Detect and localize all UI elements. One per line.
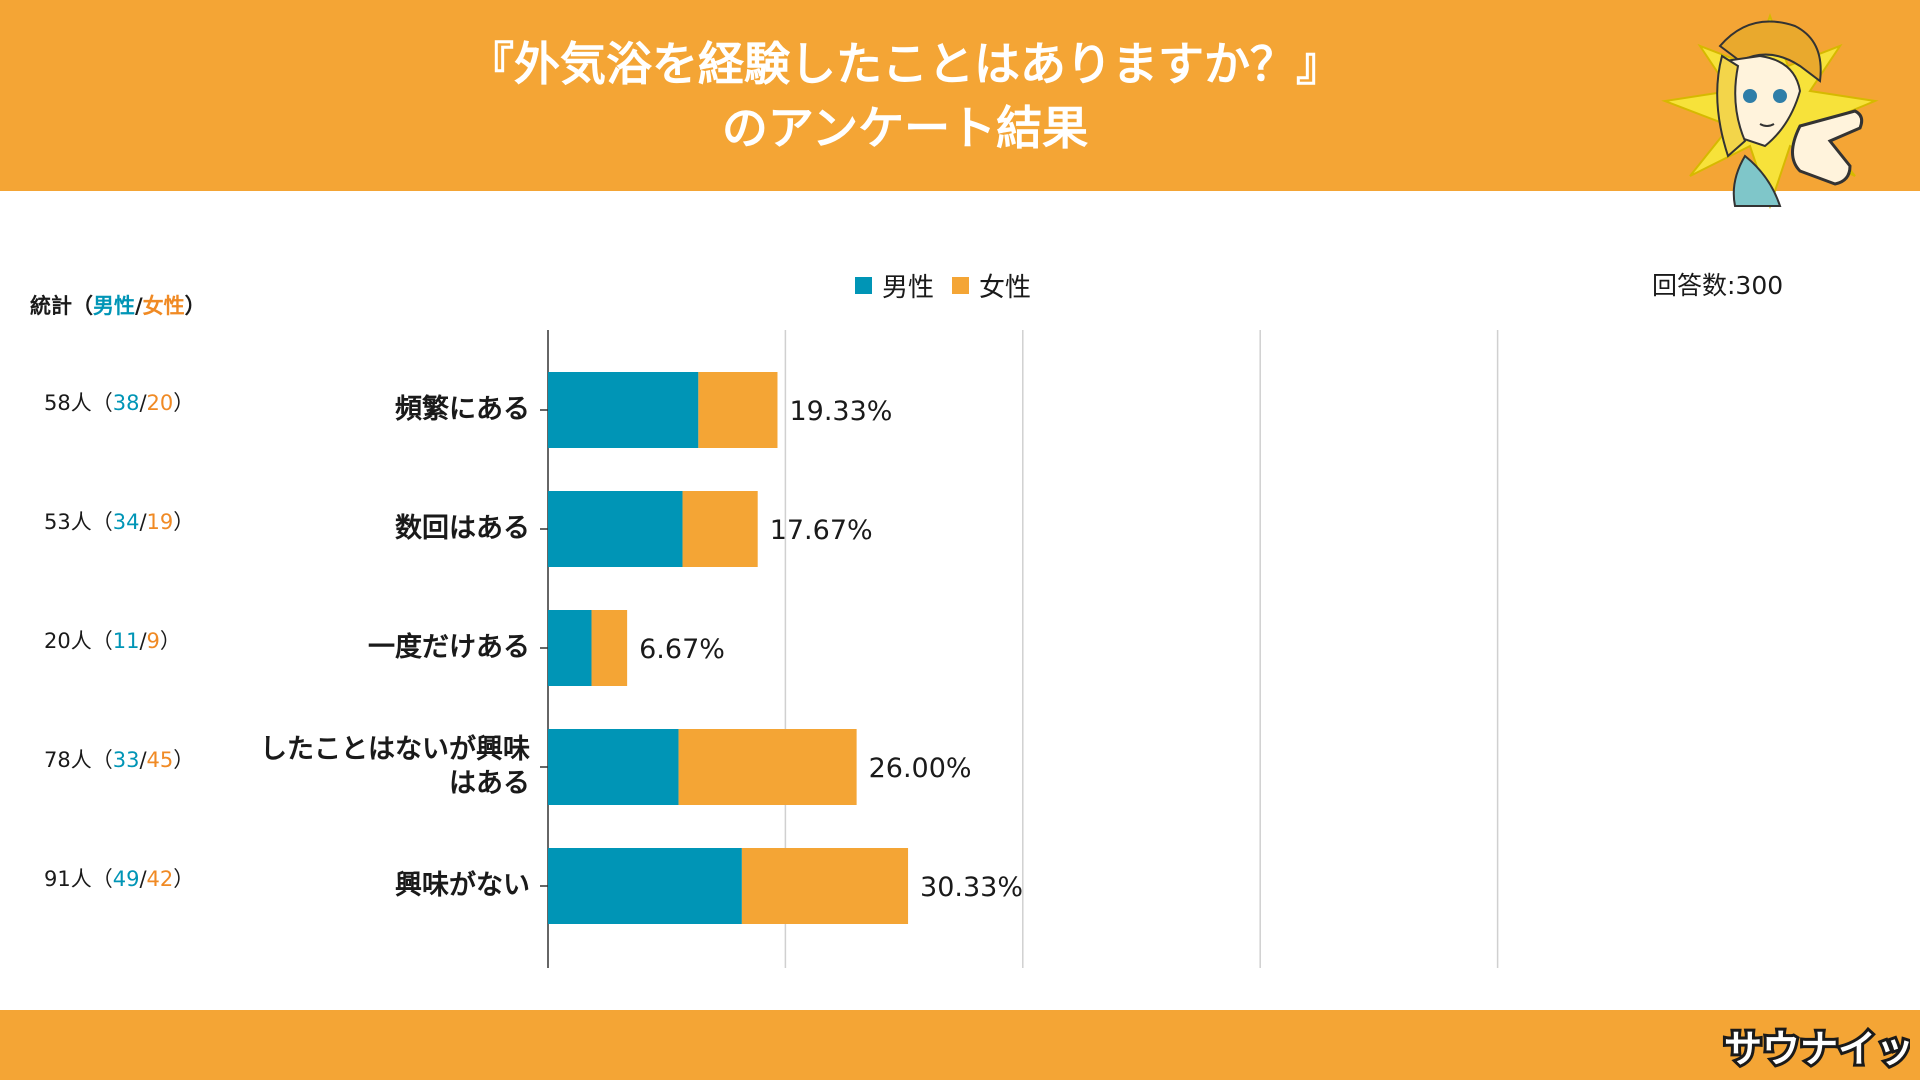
response-count: 回答数:300 <box>1652 271 1784 300</box>
stat-total: 91人 <box>44 867 92 891</box>
stat-total: 53人 <box>44 510 92 534</box>
stacked-bar-chart: 19.33% 17.67% 6.67% 26.00% 30.33% <box>540 330 1499 968</box>
footer-bar <box>0 1010 1920 1080</box>
bar-female <box>678 729 857 805</box>
bar-female <box>698 372 778 448</box>
stat-paren: （ <box>91 510 113 534</box>
legend-swatch-male <box>855 276 872 294</box>
stat-male: 33 <box>112 748 140 772</box>
stat-paren: ） <box>173 510 195 534</box>
stat-total: 20人 <box>44 629 92 653</box>
legend-swatch-female <box>952 276 970 294</box>
stat-paren: ） <box>173 748 195 772</box>
bar-female <box>682 491 758 567</box>
stat-paren: ） <box>173 391 195 415</box>
stats-header-sep: / <box>135 294 143 318</box>
bar-male <box>548 610 592 686</box>
stat-paren: ） <box>173 867 195 891</box>
title-line-1: 『外気浴を経験したことはありますか？』 <box>468 37 1342 91</box>
stat-male: 34 <box>112 510 140 534</box>
bar-male <box>548 491 683 567</box>
stat-sep: / <box>139 867 147 891</box>
stat-paren: ） <box>159 629 181 653</box>
bar-female <box>741 848 909 924</box>
stat-paren: （ <box>91 748 113 772</box>
stat-row: 91人（49/42） <box>44 864 194 894</box>
brand-logo: サウナイッチ <box>1721 1024 1910 1074</box>
bar-female <box>591 610 628 686</box>
title-line-2: のアンケート結果 <box>721 101 1089 155</box>
data-label: 17.67% <box>770 515 873 546</box>
stat-female: 45 <box>146 748 174 772</box>
bar-male <box>548 848 742 924</box>
stat-total: 78人 <box>44 748 92 772</box>
data-label: 30.33% <box>920 872 1023 903</box>
stat-sep: / <box>139 748 147 772</box>
brand-logo-text: サウナイッチ <box>1724 1027 1910 1071</box>
legend-item-male: 男性 <box>855 267 934 304</box>
mascot-illustration <box>1661 13 1879 210</box>
bar-male <box>548 372 699 448</box>
category-label: したことはないが興味 はある <box>260 734 530 799</box>
stat-paren: （ <box>91 629 113 653</box>
stat-paren: （ <box>91 867 113 891</box>
stats-header-female: 女性 <box>142 294 185 318</box>
stat-paren: （ <box>91 391 113 415</box>
stat-sep: / <box>139 629 147 653</box>
category-label: 頻繁にある <box>395 394 530 425</box>
header-bar <box>0 0 1920 191</box>
stat-row: 20人（11/9） <box>44 626 181 656</box>
stat-male: 11 <box>112 629 140 653</box>
chart-legend: 男性 女性 <box>855 267 1031 304</box>
stat-female: 20 <box>146 391 174 415</box>
stat-sep: / <box>139 510 147 534</box>
stats-header-prefix: 統計（ <box>30 294 93 318</box>
stat-row: 58人（38/20） <box>44 388 194 418</box>
stat-row: 78人（33/45） <box>44 745 194 775</box>
data-label: 26.00% <box>869 753 972 784</box>
page-title: 『外気浴を経験したことはありますか？』 のアンケート結果 <box>380 32 1430 160</box>
stats-header-suffix: ） <box>184 294 206 318</box>
stat-female: 19 <box>146 510 174 534</box>
stat-female: 42 <box>146 867 174 891</box>
stats-header: 統計（男性/女性） <box>30 290 206 320</box>
stat-sep: / <box>139 391 147 415</box>
stat-female: 9 <box>146 629 160 653</box>
legend-item-female: 女性 <box>952 267 1031 304</box>
data-label: 19.33% <box>789 396 892 427</box>
category-label: 数回はある <box>395 513 530 544</box>
data-label: 6.67% <box>639 634 725 665</box>
stat-total: 58人 <box>44 391 92 415</box>
stat-male: 49 <box>112 867 140 891</box>
stat-male: 38 <box>112 391 140 415</box>
stats-header-male: 男性 <box>93 294 135 318</box>
legend-label-male: 男性 <box>882 272 935 303</box>
legend-label-female: 女性 <box>979 272 1032 303</box>
category-label: 興味がない <box>395 870 530 901</box>
stat-row: 53人（34/19） <box>44 507 194 537</box>
category-label: 一度だけある <box>368 632 530 663</box>
bar-male <box>548 729 679 805</box>
